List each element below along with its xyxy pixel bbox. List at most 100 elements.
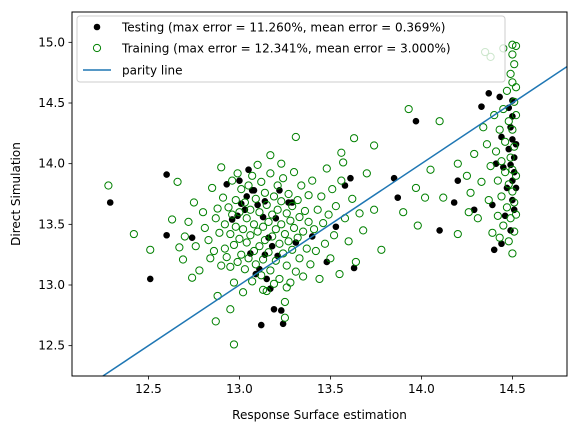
training-point xyxy=(504,237,513,246)
training-point xyxy=(280,229,290,239)
training-point xyxy=(235,234,244,243)
training-point xyxy=(204,236,213,245)
legend-label: parity line xyxy=(122,64,183,78)
training-point xyxy=(262,286,271,296)
training-point xyxy=(264,248,273,257)
training-point xyxy=(329,231,339,240)
training-point xyxy=(220,244,229,253)
x-tick-label: 14.0 xyxy=(408,382,435,396)
y-tick-label: 13.5 xyxy=(38,217,65,231)
training-point xyxy=(129,229,138,239)
training-point xyxy=(320,239,330,248)
training-point xyxy=(355,209,364,218)
training-point xyxy=(224,203,233,212)
training-point xyxy=(206,254,215,263)
training-point xyxy=(464,208,473,217)
testing-point xyxy=(236,177,243,184)
training-point xyxy=(511,111,521,120)
training-point xyxy=(413,221,422,230)
testing-point xyxy=(509,136,516,143)
training-point xyxy=(191,242,200,251)
training-point xyxy=(510,198,519,207)
training-point xyxy=(495,233,504,242)
training-point xyxy=(411,183,421,193)
testing-point xyxy=(254,201,261,209)
training-point xyxy=(266,169,275,178)
training-point xyxy=(249,220,259,229)
training-point xyxy=(508,125,517,134)
training-point xyxy=(497,192,506,201)
training-point xyxy=(466,188,475,197)
training-point xyxy=(217,163,226,172)
training-point xyxy=(491,147,501,156)
training-point xyxy=(246,231,255,240)
training-point xyxy=(297,181,306,190)
training-point xyxy=(511,171,521,180)
x-tick-label: 13.5 xyxy=(317,382,344,396)
testing-point xyxy=(163,231,170,239)
parity-line xyxy=(102,65,567,376)
training-point xyxy=(275,239,284,248)
training-point xyxy=(399,208,408,217)
testing-point xyxy=(478,103,485,110)
training-point xyxy=(189,198,199,207)
training-point xyxy=(251,260,260,269)
testing-point xyxy=(223,180,230,188)
training-point xyxy=(238,288,248,297)
training-point xyxy=(257,177,266,186)
training-point xyxy=(178,255,188,264)
testing-point xyxy=(257,321,265,329)
training-point xyxy=(508,50,517,59)
training-point xyxy=(495,125,504,134)
training-point xyxy=(326,254,335,263)
testing-point xyxy=(496,93,503,101)
legend-testing-marker xyxy=(93,23,101,31)
training-point xyxy=(339,158,348,167)
testing-point xyxy=(450,199,458,206)
training-point xyxy=(175,243,184,252)
training-point xyxy=(240,265,249,274)
legend: Testing (max error = 11.260%, mean error… xyxy=(76,15,506,83)
training-point xyxy=(188,273,197,282)
testing-point xyxy=(250,187,258,194)
training-point xyxy=(288,245,297,254)
training-point xyxy=(244,181,253,190)
training-point xyxy=(255,208,264,217)
training-point xyxy=(280,313,290,322)
training-point xyxy=(349,134,359,143)
legend-label: Training (max error = 12.341%, mean erro… xyxy=(121,42,451,56)
training-point xyxy=(104,181,113,190)
training-point xyxy=(319,219,328,228)
training-point xyxy=(198,208,208,217)
training-point xyxy=(244,254,253,263)
training-point xyxy=(315,274,324,284)
training-point xyxy=(258,255,268,264)
training-point xyxy=(240,198,249,207)
training-point xyxy=(271,225,280,234)
plot-area xyxy=(102,40,567,376)
testing-point xyxy=(394,194,402,201)
training-point xyxy=(251,194,260,203)
training-point xyxy=(470,149,479,159)
training-point xyxy=(317,192,326,201)
training-point xyxy=(311,246,320,256)
training-point xyxy=(299,272,308,281)
training-point xyxy=(453,229,462,239)
training-point xyxy=(497,157,506,166)
training-point xyxy=(302,244,311,253)
training-point xyxy=(504,180,513,189)
training-point xyxy=(235,208,244,217)
training-point xyxy=(288,202,297,211)
training-point xyxy=(229,340,239,349)
training-point xyxy=(213,204,222,213)
training-point xyxy=(510,142,519,151)
training-point xyxy=(248,277,257,286)
training-point xyxy=(184,217,193,227)
training-point xyxy=(493,176,502,185)
testing-point xyxy=(263,275,271,283)
training-point xyxy=(477,177,486,186)
training-point xyxy=(439,193,448,202)
training-point xyxy=(337,176,346,185)
training-point xyxy=(273,181,282,190)
training-point xyxy=(211,317,220,326)
